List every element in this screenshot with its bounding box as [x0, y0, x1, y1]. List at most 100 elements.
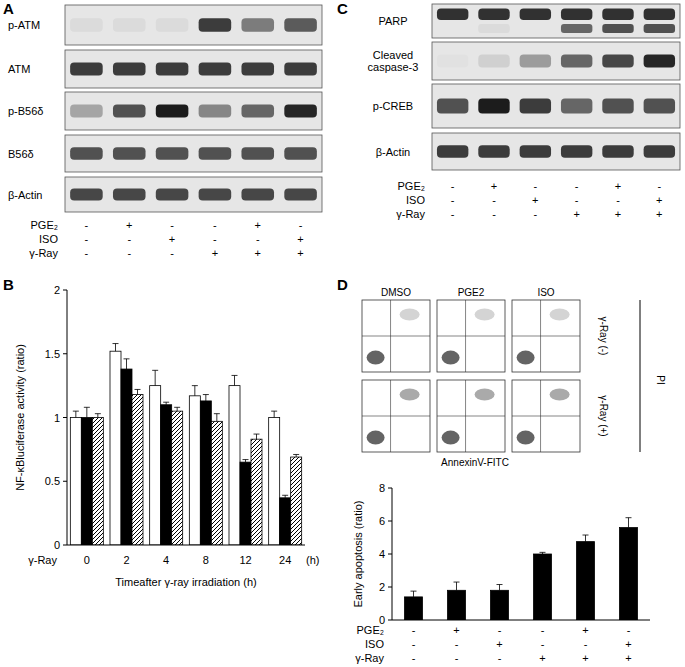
band [241, 147, 274, 160]
band-lower [561, 24, 592, 33]
blot-name: p-ATM [8, 19, 40, 31]
band [199, 18, 232, 32]
band [70, 105, 103, 118]
condition-name: PGE₂ [31, 219, 59, 231]
condition-sign: - [412, 652, 416, 664]
condition-sign: + [297, 247, 303, 259]
error-bar [174, 407, 180, 411]
band [241, 189, 274, 201]
condition-sign: - [85, 233, 89, 245]
blot-box [65, 177, 322, 212]
error-bar [282, 495, 288, 498]
condition-sign: - [541, 638, 545, 650]
band [199, 189, 232, 201]
condition-name: PGE₂ [357, 624, 385, 636]
y-axis [392, 488, 393, 620]
row-title: γ-Ray (-) [598, 317, 609, 356]
condition-name: γ-Ray [396, 208, 425, 220]
bar [240, 462, 251, 545]
condition-sign: + [615, 180, 621, 192]
condition-sign: + [656, 194, 662, 206]
condition-sign: + [496, 638, 502, 650]
quadrant-line [362, 336, 430, 337]
band [113, 147, 146, 160]
blot-name: ATM [8, 63, 30, 75]
condition-sign: + [582, 624, 588, 636]
band [520, 99, 551, 114]
bar [620, 528, 638, 620]
x-tick-label: 24 [279, 554, 291, 566]
condition-sign: + [532, 194, 538, 206]
dot-plot [362, 380, 430, 452]
cell-cluster [517, 431, 535, 445]
blot-box [432, 84, 680, 128]
bar [229, 386, 240, 545]
bar [110, 351, 121, 545]
blot-name: B56δ [8, 148, 34, 160]
blot-name: β-Actin [8, 189, 42, 201]
band [156, 147, 189, 160]
error-bar [583, 535, 589, 542]
band [156, 189, 189, 201]
y-tick-label: 2 [379, 581, 385, 593]
bar [534, 554, 552, 620]
condition-sign: - [616, 194, 620, 206]
bar [251, 439, 262, 545]
error-bar [214, 414, 220, 422]
x-tick-label: 4 [163, 554, 169, 566]
condition-sign: + [126, 219, 132, 231]
condition-name: γ-Ray [29, 247, 58, 259]
band [284, 63, 317, 76]
condition-sign: - [533, 180, 537, 192]
condition-sign: - [85, 247, 89, 259]
condition-sign: + [573, 208, 579, 220]
bracket [640, 300, 641, 452]
band [644, 99, 675, 114]
error-bar [73, 411, 79, 417]
condition-sign: - [213, 219, 217, 231]
bar [200, 401, 211, 545]
y-tick-label: 2 [54, 284, 60, 296]
band [113, 18, 146, 32]
y-tick-label: 0 [54, 539, 60, 551]
condition-name: ISO [365, 638, 384, 650]
bar [132, 395, 143, 545]
y-tick-label: 4 [379, 548, 385, 560]
cell-cluster [475, 388, 495, 400]
figure: Ap-ATMATMp-B56δB56δβ-ActinPGE₂-+--+-ISO-… [0, 0, 685, 667]
cell-cluster [400, 308, 420, 320]
quadrant-line [512, 416, 580, 417]
bar [211, 421, 222, 545]
condition-sign: - [575, 194, 579, 206]
band [602, 55, 633, 68]
column-title: ISO [537, 287, 554, 298]
y-tick-label: 1.5 [45, 348, 60, 360]
error-bar [192, 386, 198, 396]
band-lower [520, 24, 551, 33]
band [241, 63, 274, 76]
error-bar [135, 389, 141, 394]
condition-sign: + [615, 208, 621, 220]
bar [577, 542, 595, 620]
condition-name: γ-Ray [355, 652, 384, 664]
band [156, 18, 189, 32]
error-bar [232, 375, 238, 385]
blot-name: caspase-3 [368, 61, 419, 73]
condition-sign: - [85, 219, 89, 231]
column-title: DMSO [381, 287, 411, 298]
quadrant-line [512, 336, 580, 337]
bar [161, 405, 172, 545]
condition-sign: - [451, 194, 455, 206]
band [561, 145, 592, 158]
panel-label: C [337, 0, 348, 17]
bar [291, 457, 302, 545]
error-bar [113, 344, 119, 352]
blot-box [432, 4, 680, 38]
band [284, 18, 317, 32]
y-tick [63, 545, 67, 546]
condition-sign: - [575, 180, 579, 192]
x-tick-label: 2 [123, 554, 129, 566]
band [602, 8, 633, 20]
x-label: AnnexinV-FITC [441, 457, 509, 468]
condition-sign: + [539, 652, 545, 664]
